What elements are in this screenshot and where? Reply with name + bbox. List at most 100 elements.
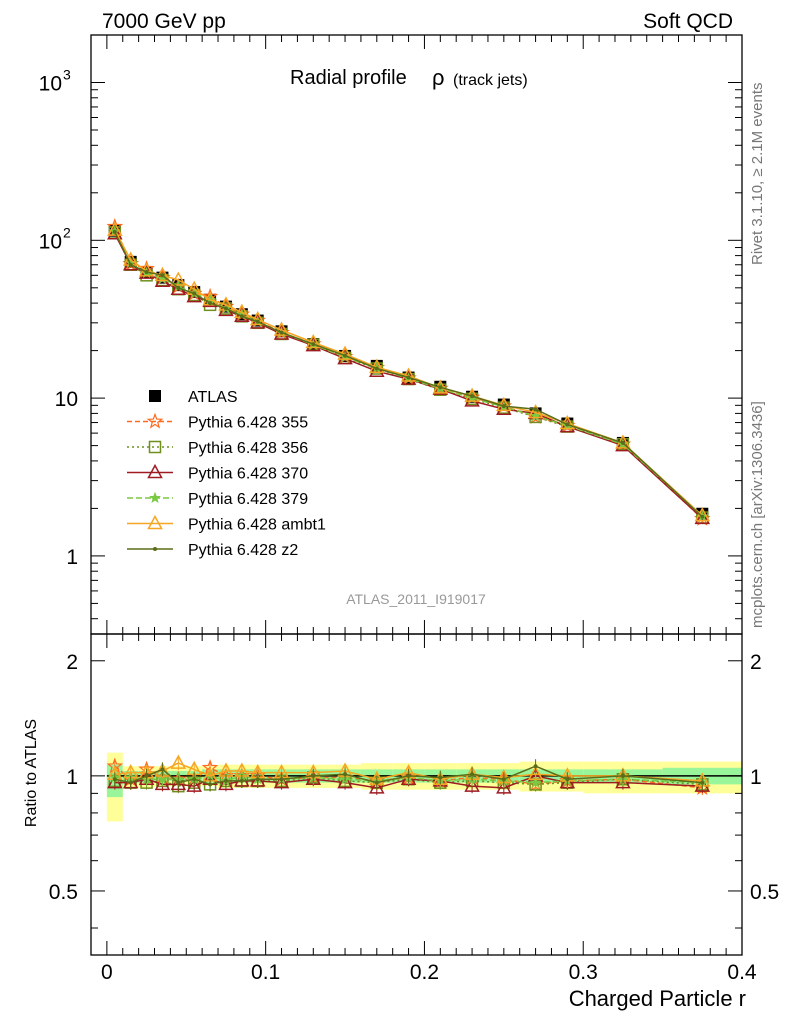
x-tick-label: 0.1 — [251, 961, 280, 984]
data-point — [249, 310, 266, 326]
legend-label: Pythia 6.428 ambt1 — [188, 517, 326, 534]
x-tick-label: 0 — [101, 961, 113, 984]
data-point — [144, 269, 149, 274]
data-point — [192, 291, 197, 296]
rivet-version-label: Rivet 3.1.10, ≥ 2.1M events — [749, 83, 766, 266]
data-point — [464, 392, 480, 407]
ratio-point — [186, 777, 202, 792]
ratio-point — [311, 773, 316, 778]
ratio-series-pythia-6-428-z2 — [112, 759, 705, 792]
data-point — [496, 400, 512, 415]
ratio-point — [620, 773, 625, 778]
ratio-point — [496, 779, 512, 794]
ratio-frame — [90, 633, 743, 956]
x-tick-label: 0.3 — [569, 961, 598, 984]
data-point — [565, 422, 570, 427]
data-point — [369, 362, 385, 377]
y-tick-label: 1 — [66, 546, 78, 569]
ratio-point — [533, 764, 538, 769]
ratio-y-tick-label-right: 2 — [750, 651, 762, 674]
ratio-point — [470, 772, 475, 777]
legend-marker — [149, 491, 161, 503]
ratio-point — [565, 777, 570, 782]
ratio-point — [529, 776, 542, 788]
ratio-point — [374, 780, 379, 785]
legend-label: Pythia 6.428 355 — [188, 415, 308, 432]
data-point — [170, 271, 187, 286]
data-point — [470, 394, 475, 399]
legend-entry: ATLAS — [149, 389, 238, 406]
analysis-tag: ATLAS_2011_I919017 — [346, 591, 486, 607]
data-point — [305, 333, 322, 349]
ratio-line — [114, 776, 703, 787]
data-point — [255, 319, 260, 324]
data-point — [533, 407, 538, 412]
y-tick-exponent: 2 — [63, 224, 71, 240]
data-point — [112, 229, 117, 234]
legend-label: Pythia 6.428 370 — [188, 466, 308, 483]
legend-entry: Pythia 6.428 z2 — [127, 542, 298, 559]
legend-marker — [153, 547, 157, 551]
ratio-point — [112, 777, 117, 782]
ratio-line — [114, 765, 703, 786]
ratio-point — [279, 777, 284, 782]
ratio-point — [255, 777, 260, 782]
ratio-y-tick-label: 0.5 — [49, 881, 78, 904]
data-point — [160, 273, 165, 278]
data-point — [223, 306, 228, 311]
legend-marker — [146, 412, 164, 429]
ratio-point — [337, 774, 353, 789]
main-title-symbol: ρ — [432, 65, 445, 90]
legend-marker — [148, 440, 162, 454]
series-line — [114, 231, 703, 518]
y-tick-label: 10 — [39, 73, 62, 96]
ratio-point — [406, 773, 411, 778]
data-point — [107, 221, 123, 236]
data-point — [273, 321, 290, 336]
ratio-point — [156, 773, 169, 785]
mcplots-label: mcplots.cern.ch [arXiv:1306.3436] — [749, 401, 766, 628]
main-title: Radial profile — [290, 67, 407, 89]
ratio-point — [128, 780, 133, 785]
legend-label: Pythia 6.428 z2 — [188, 542, 298, 559]
energy-label: 7000 GeV pp — [102, 10, 226, 33]
data-point — [273, 325, 290, 340]
data-point — [374, 366, 379, 371]
y-tick-label: 10 — [39, 230, 62, 253]
legend-entry: Pythia 6.428 356 — [127, 440, 308, 457]
ratio-point — [273, 774, 290, 789]
legend-label: Pythia 6.428 356 — [188, 440, 308, 457]
legend-marker — [147, 463, 163, 479]
ratio-line — [114, 762, 703, 782]
ratio-point — [700, 780, 705, 785]
data-point — [700, 514, 705, 519]
x-tick-label: 0.2 — [410, 961, 439, 984]
legend-marker — [147, 514, 163, 530]
ratio-point — [694, 777, 711, 792]
ratio-point — [527, 765, 544, 780]
ratio-point — [438, 775, 443, 780]
ratio-line — [114, 775, 703, 784]
data-point — [369, 358, 385, 373]
ratio-point — [239, 778, 244, 783]
x-tick-label: 0.4 — [727, 961, 757, 984]
data-point — [694, 509, 711, 525]
data-point — [176, 285, 181, 290]
data-point — [208, 301, 213, 306]
series-line — [114, 229, 703, 517]
data-point — [122, 256, 139, 271]
x-axis-label: Charged Particle r — [569, 986, 746, 1011]
data-point — [128, 262, 133, 267]
data-point — [239, 314, 244, 319]
legend-entry: Pythia 6.428 355 — [127, 412, 308, 432]
ratio-point — [170, 754, 187, 769]
ratio-y-tick-label: 1 — [66, 766, 78, 789]
ratio-point — [501, 777, 506, 782]
ratio-point — [615, 774, 631, 789]
legend-label: ATLAS — [188, 389, 238, 406]
data-point — [406, 375, 411, 380]
data-point — [615, 437, 631, 452]
data-point — [400, 367, 417, 382]
legend-entry: Pythia 6.428 379 — [127, 491, 308, 508]
